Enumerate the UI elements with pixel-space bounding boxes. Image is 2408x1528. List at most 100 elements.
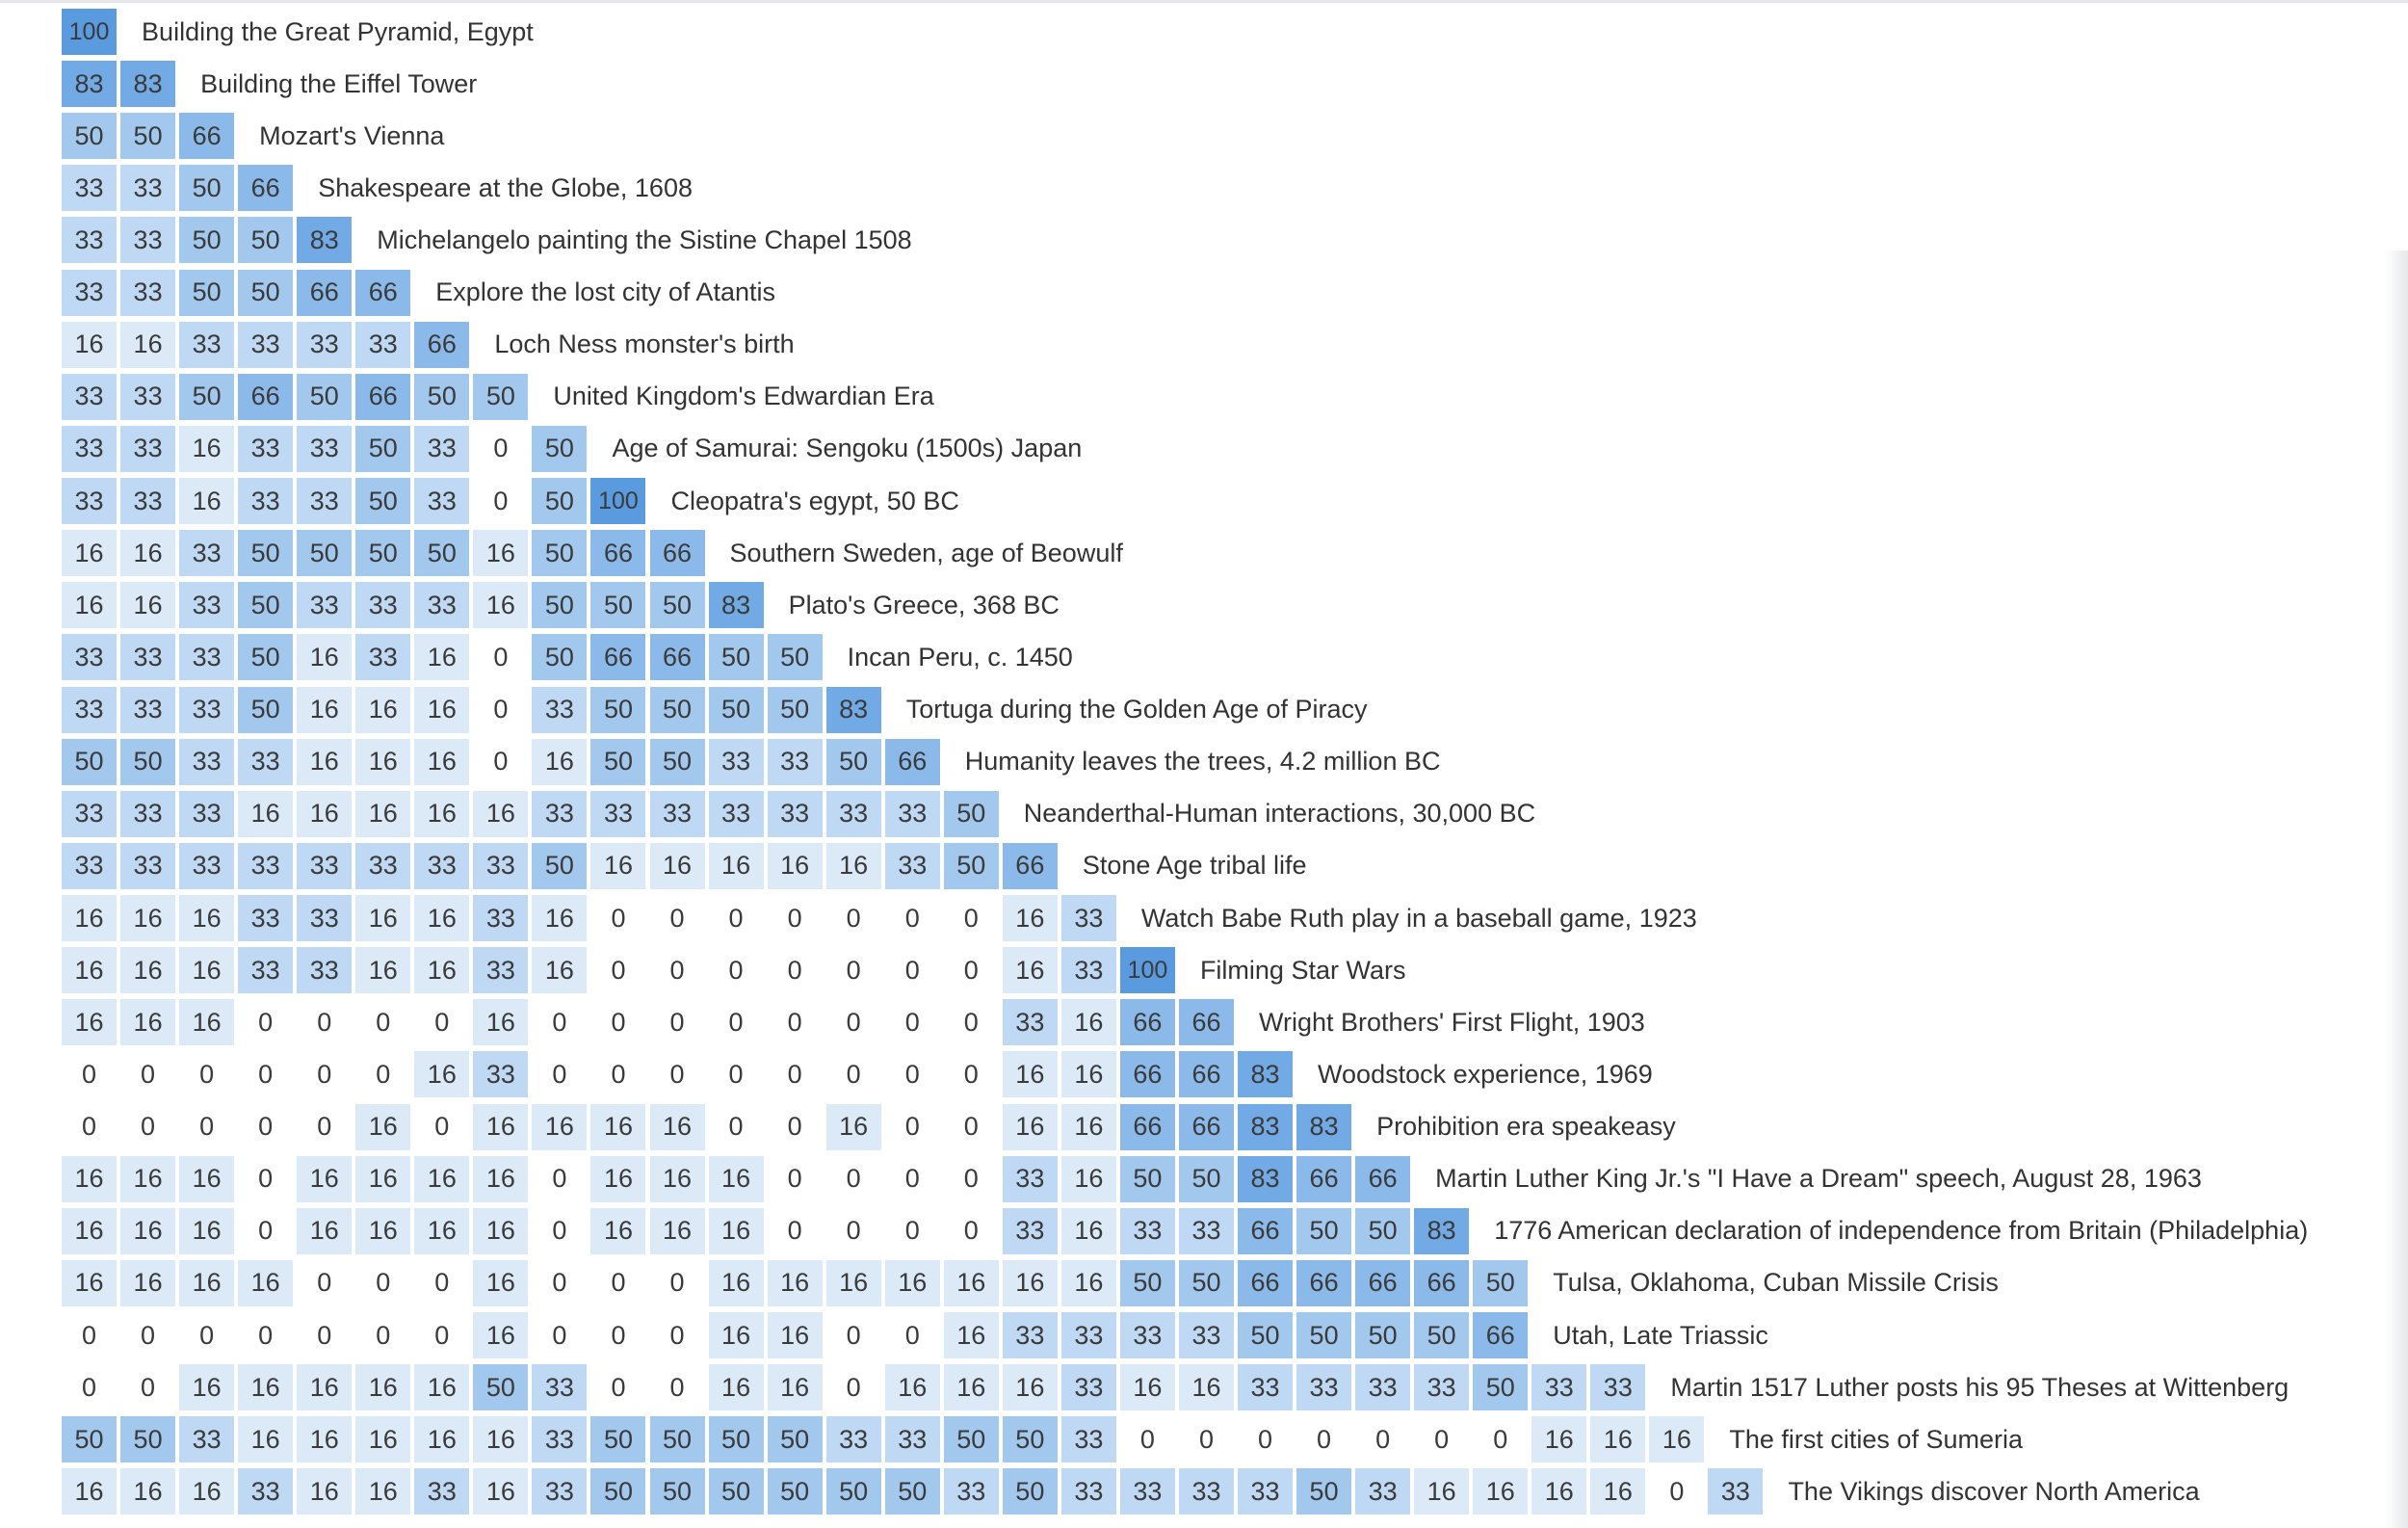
heatmap-cell: 33 xyxy=(1295,1362,1354,1413)
row-label: Martin Luther King Jr.'s "I Have a Dream… xyxy=(1435,1164,2202,1194)
heatmap-cell: 16 xyxy=(353,1362,413,1413)
heatmap-cell: 66 xyxy=(295,267,354,318)
heatmap-cell: 16 xyxy=(60,1257,119,1308)
heatmap-cell: 0 xyxy=(647,997,707,1048)
heatmap-cell: 0 xyxy=(882,1101,942,1152)
heatmap-cell: 33 xyxy=(60,476,119,527)
heatmap-cell: 50 xyxy=(177,163,237,214)
heatmap-cell: 33 xyxy=(118,215,178,266)
heatmap-cell: 66 xyxy=(1353,1153,1413,1204)
row-label: Mozart's Vienna xyxy=(259,120,445,150)
heatmap-cell: 16 xyxy=(177,997,237,1048)
heatmap-cell: 0 xyxy=(824,1153,883,1204)
heatmap-cell: 16 xyxy=(471,1414,531,1465)
heatmap-cell: 16 xyxy=(824,1101,883,1152)
heatmap-cell: 50 xyxy=(412,371,472,422)
heatmap-cell: 0 xyxy=(882,945,942,996)
heatmap-cell: 0 xyxy=(882,1049,942,1100)
heatmap-cell: 0 xyxy=(941,893,1001,944)
heatmap-cell: 0 xyxy=(706,893,766,944)
heatmap-cell: 16 xyxy=(471,1101,531,1152)
heatmap-cell: 0 xyxy=(1412,1414,1472,1465)
heatmap-cell: 16 xyxy=(353,684,413,735)
heatmap-cell: 0 xyxy=(765,945,824,996)
heatmap-cell: 50 xyxy=(530,528,589,579)
heatmap-cell: 33 xyxy=(1353,1362,1413,1413)
heatmap-cell: 83 xyxy=(1412,1205,1472,1256)
heatmap-cell: 66 xyxy=(1236,1205,1296,1256)
heatmap-cell: 0 xyxy=(882,1205,942,1256)
heatmap-cell: 16 xyxy=(295,1153,354,1204)
heatmap-cell: 50 xyxy=(60,111,119,162)
heatmap-cell: 33 xyxy=(1059,1414,1118,1465)
heatmap-cell: 33 xyxy=(412,476,472,527)
heatmap-cell: 50 xyxy=(60,1414,119,1465)
heatmap-cell: 50 xyxy=(236,684,296,735)
heatmap-cell: 0 xyxy=(706,1101,766,1152)
heatmap-cell: 16 xyxy=(236,1362,296,1413)
heatmap-cell: 66 xyxy=(589,632,648,683)
heatmap-cell: 83 xyxy=(118,59,178,110)
heatmap-cell: 16 xyxy=(1000,1101,1060,1152)
heatmap-cell: 16 xyxy=(647,1205,707,1256)
heatmap-cell: 0 xyxy=(236,1049,296,1100)
heatmap-cell: 16 xyxy=(1059,1049,1118,1100)
heatmap-cell: 0 xyxy=(589,1049,648,1100)
row-label: Incan Peru, c. 1450 xyxy=(847,642,1073,672)
heatmap-cell: 16 xyxy=(647,840,707,891)
heatmap-cell: 16 xyxy=(706,840,766,891)
heatmap-cell: 16 xyxy=(118,580,178,631)
row-label: Plato's Greece, 368 BC xyxy=(788,590,1060,619)
heatmap-cell: 50 xyxy=(647,1414,707,1465)
heatmap-cell: 33 xyxy=(236,840,296,891)
heatmap-cell: 0 xyxy=(118,1362,178,1413)
heatmap-cell: 16 xyxy=(1059,1257,1118,1308)
heatmap-cell: 33 xyxy=(471,840,531,891)
heatmap-cell: 50 xyxy=(647,684,707,735)
heatmap-cell: 83 xyxy=(706,580,766,631)
heatmap-cell: 0 xyxy=(118,1310,178,1360)
heatmap-cell: 16 xyxy=(765,1310,824,1360)
heatmap-cell: 16 xyxy=(236,1257,296,1308)
heatmap-cell: 16 xyxy=(882,1257,942,1308)
heatmap-cell: 0 xyxy=(765,1101,824,1152)
row-label: Cleopatra's egypt, 50 BC xyxy=(670,486,959,515)
heatmap-cell: 33 xyxy=(177,684,237,735)
heatmap-cell: 66 xyxy=(1295,1257,1354,1308)
heatmap-cell: 0 xyxy=(236,1101,296,1152)
heatmap-cell: 0 xyxy=(647,945,707,996)
heatmap-cell: 33 xyxy=(118,684,178,735)
heatmap-cell: 16 xyxy=(295,1205,354,1256)
heatmap-cell: 50 xyxy=(471,371,531,422)
heatmap-cell: 66 xyxy=(1176,1101,1236,1152)
heatmap-cell: 50 xyxy=(1412,1310,1472,1360)
heatmap-cell: 16 xyxy=(471,997,531,1048)
heatmap-cell: 16 xyxy=(353,893,413,944)
heatmap-cell: 16 xyxy=(765,840,824,891)
heatmap-cell: 50 xyxy=(295,528,354,579)
heatmap-cell: 0 xyxy=(589,1362,648,1413)
heatmap-cell: 0 xyxy=(471,632,531,683)
heatmap-cell: 0 xyxy=(647,1049,707,1100)
heatmap-cell: 0 xyxy=(412,997,472,1048)
heatmap-cell: 16 xyxy=(118,997,178,1048)
heatmap-cell: 50 xyxy=(236,580,296,631)
heatmap-cell: 0 xyxy=(60,1101,119,1152)
heatmap-cell: 16 xyxy=(706,1310,766,1360)
heatmap-cell: 16 xyxy=(353,1153,413,1204)
heatmap-cell: 50 xyxy=(177,371,237,422)
heatmap-cell: 33 xyxy=(236,423,296,474)
heatmap-cell: 16 xyxy=(295,736,354,787)
heatmap-cell: 66 xyxy=(177,111,237,162)
heatmap-cell: 66 xyxy=(589,528,648,579)
heatmap-cell: 66 xyxy=(1295,1153,1354,1204)
heatmap-cell: 50 xyxy=(882,1466,942,1517)
heatmap-cell: 33 xyxy=(1236,1362,1296,1413)
heatmap-cell: 0 xyxy=(236,1205,296,1256)
heatmap-cell: 16 xyxy=(295,684,354,735)
heatmap-cell: 50 xyxy=(647,1466,707,1517)
heatmap-cell: 16 xyxy=(353,1205,413,1256)
heatmap-cell: 16 xyxy=(60,319,119,370)
heatmap-cell: 0 xyxy=(118,1101,178,1152)
heatmap-cell: 50 xyxy=(1176,1257,1236,1308)
